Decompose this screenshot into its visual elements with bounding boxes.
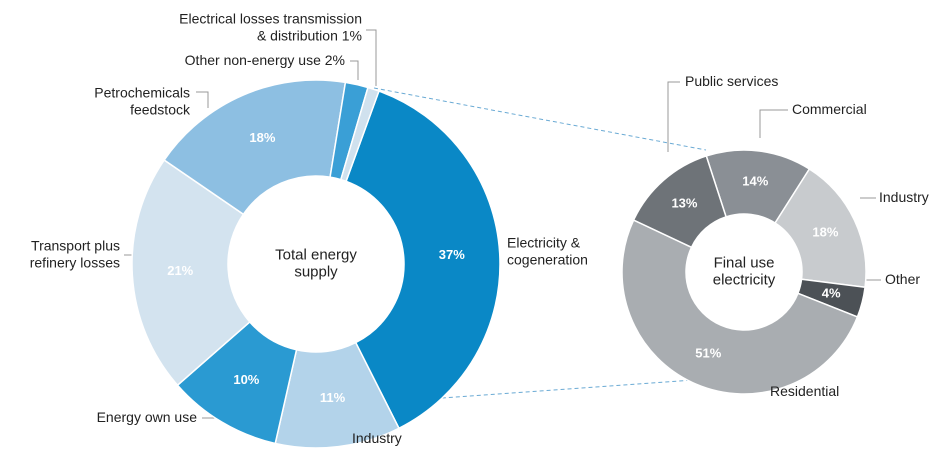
slice [163, 79, 347, 216]
category-label: Other [885, 271, 920, 287]
value-label: 37% [439, 247, 465, 262]
category-label: Industry [879, 189, 929, 205]
category-label: Commercial [792, 101, 867, 117]
value-label: 18% [249, 130, 275, 145]
category-label: Other non-energy use 2% [185, 52, 345, 68]
slice [131, 159, 251, 387]
center-label: Total energy supply [275, 246, 357, 280]
category-label: Public services [685, 73, 778, 89]
slice [339, 86, 380, 183]
value-label: 51% [695, 346, 721, 361]
center-label: Final use electricity [713, 254, 776, 288]
category-label: Transport plus refinery losses [30, 237, 120, 270]
value-label: 14% [742, 174, 768, 189]
category-label: Petrochemicals feedstock [94, 84, 191, 117]
value-label: 21% [167, 264, 193, 279]
value-label: 11% [320, 390, 346, 405]
category-label: Industry [352, 430, 402, 446]
value-label: 4% [822, 286, 841, 301]
category-label: Energy own use [97, 409, 198, 425]
slice [345, 90, 501, 430]
value-label: 13% [671, 196, 697, 211]
category-label: Electrical losses transmission & distribu… [179, 10, 362, 43]
slice [621, 219, 859, 395]
category-label: Electricity & cogeneration [507, 234, 588, 267]
value-label: 10% [233, 372, 259, 387]
slice [632, 155, 728, 249]
category-label: Residential [770, 383, 839, 399]
connector [373, 87, 707, 151]
value-label: 18% [812, 225, 838, 240]
